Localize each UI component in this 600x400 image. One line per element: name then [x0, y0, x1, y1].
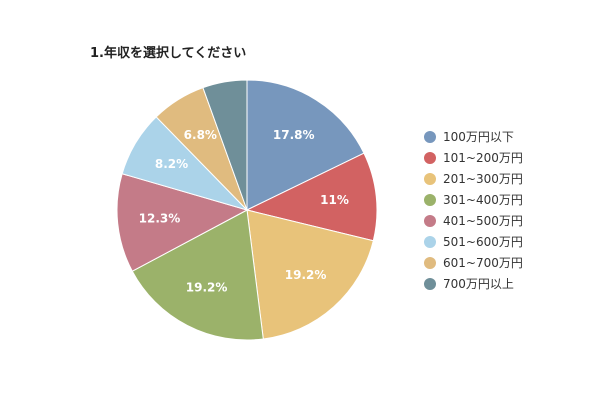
slice-label-2: 11%	[320, 193, 349, 207]
chart-title: 1.年収を選択してください	[90, 46, 247, 61]
legend-item-3[interactable]: 201~300万円	[424, 168, 523, 189]
pie-slice-5	[116, 173, 249, 272]
legend-label: 700万円以上	[443, 277, 514, 291]
legend-swatch	[424, 130, 436, 143]
legend-label: 601~700万円	[443, 256, 523, 270]
legend-item-5[interactable]: 401~500万円	[424, 210, 523, 231]
legend-label: 501~600万円	[443, 235, 523, 249]
legend-label: 201~300万円	[443, 172, 523, 186]
slice-label-7: 6.8%	[184, 128, 217, 142]
legend-swatch	[424, 214, 436, 227]
legend-swatch	[424, 256, 436, 269]
legend-swatch	[424, 277, 436, 290]
slice-label-5: 12.3%	[139, 212, 181, 226]
legend-swatch	[424, 172, 436, 185]
slice-label-1: 17.8%	[273, 128, 315, 142]
pie-slice-1	[246, 79, 365, 211]
legend-swatch	[424, 235, 436, 248]
pie-slice-2	[245, 152, 378, 242]
legend-swatch	[424, 193, 436, 206]
legend-label: 301~400万円	[443, 193, 523, 207]
slice-label-4: 19.2%	[186, 281, 228, 295]
legend-item-4[interactable]: 301~400万円	[424, 189, 523, 210]
legend-item-8[interactable]: 700万円以上	[424, 273, 523, 294]
legend-item-1[interactable]: 100万円以下	[424, 126, 523, 147]
pie-slice-4	[131, 209, 264, 341]
slice-label-3: 19.2%	[285, 268, 327, 282]
legend-label: 401~500万円	[443, 214, 523, 228]
legend-swatch	[424, 151, 436, 164]
legend-item-6[interactable]: 501~600万円	[424, 231, 523, 252]
pie-slice-3	[246, 209, 374, 340]
legend-label: 101~200万円	[443, 151, 523, 165]
legend-item-7[interactable]: 601~700万円	[424, 252, 523, 273]
legend: 100万円以下 101~200万円 201~300万円 301~400万円 401~50…	[424, 126, 523, 294]
pie-slice-8	[202, 79, 248, 211]
slice-label-6: 8.2%	[155, 157, 188, 171]
legend-item-2[interactable]: 101~200万円	[424, 147, 523, 168]
legend-label: 100万円以下	[443, 130, 514, 144]
